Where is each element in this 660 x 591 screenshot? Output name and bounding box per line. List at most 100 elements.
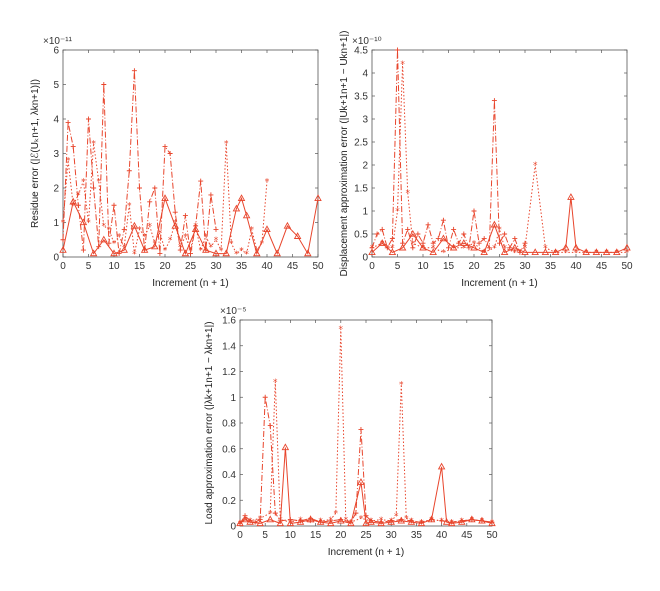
data-point: * xyxy=(439,517,444,527)
series-line xyxy=(239,397,493,524)
data-point xyxy=(281,443,290,451)
data-point xyxy=(172,209,178,215)
data-point xyxy=(377,519,385,527)
y-axis-multiplier: ×10⁻⁵ xyxy=(220,306,246,317)
data-point xyxy=(362,519,370,527)
data-point xyxy=(429,517,435,523)
data-point: * xyxy=(102,222,107,232)
data-point xyxy=(262,394,268,400)
data-point: * xyxy=(480,517,485,527)
data-point xyxy=(222,249,230,257)
data-point xyxy=(126,168,132,174)
data-point xyxy=(130,221,139,229)
data-point: * xyxy=(492,244,497,254)
data-point: * xyxy=(248,517,253,527)
data-point xyxy=(400,240,406,246)
data-point: * xyxy=(268,509,273,519)
data-point xyxy=(409,229,417,237)
data-point xyxy=(91,185,97,191)
data-point: * xyxy=(502,244,507,254)
data-point: * xyxy=(127,201,132,211)
y-axis-label: Displacement approximation error (|Uk+1n… xyxy=(339,31,350,277)
data-point xyxy=(308,515,314,521)
data-point xyxy=(476,240,482,246)
data-point xyxy=(425,222,431,228)
x-tick-label: 20 xyxy=(159,261,171,272)
data-point: * xyxy=(533,161,538,171)
data-point: * xyxy=(239,246,244,256)
data-point xyxy=(286,519,295,527)
data-point: * xyxy=(429,516,434,526)
data-point: * xyxy=(625,249,630,259)
data-point: * xyxy=(370,244,375,254)
data-point xyxy=(147,199,153,205)
data-point xyxy=(461,231,467,237)
data-point: * xyxy=(344,516,349,526)
data-point xyxy=(142,247,148,253)
data-point: * xyxy=(594,249,599,259)
data-point xyxy=(296,518,305,525)
data-point: * xyxy=(71,201,76,211)
data-point: * xyxy=(389,517,394,527)
data-point xyxy=(252,519,258,525)
data-point: * xyxy=(380,239,385,249)
y-tick-label: 1.6 xyxy=(222,316,236,327)
data-point xyxy=(89,249,98,257)
data-point xyxy=(410,245,416,251)
data-point: * xyxy=(339,325,344,335)
x-tick-label: 10 xyxy=(417,261,429,272)
data-point xyxy=(188,251,193,257)
chart-panel-3: 0 5 10 15 20 25 30 35 40 45 50 0 0.2 0.4 0.6 0.8 1 1.2 1.4… xyxy=(204,306,498,558)
data-point: * xyxy=(147,222,152,232)
x-tick-label: 50 xyxy=(486,530,498,541)
data-point xyxy=(237,520,243,526)
x-tick-label: 20 xyxy=(335,530,347,541)
x-tick-label: 25 xyxy=(494,261,506,272)
data-point: * xyxy=(193,222,198,232)
y-tick-label: 1.5 xyxy=(354,184,368,195)
y-tick-label: 0 xyxy=(230,522,236,533)
data-point: * xyxy=(258,514,263,524)
data-point xyxy=(162,144,168,150)
data-point: * xyxy=(369,517,374,527)
data-point: * xyxy=(523,244,528,254)
data-point xyxy=(212,249,220,257)
data-point xyxy=(623,243,631,251)
data-point xyxy=(177,247,183,253)
data-point: * xyxy=(153,239,158,249)
data-point xyxy=(293,232,302,239)
data-point xyxy=(241,515,249,523)
data-point: * xyxy=(288,518,293,528)
data-point: * xyxy=(173,219,178,229)
data-point xyxy=(208,192,214,198)
y-tick-label: 3 xyxy=(53,149,59,160)
data-point xyxy=(572,243,580,251)
data-point: * xyxy=(238,520,243,530)
data-point xyxy=(167,151,173,156)
data-point: * xyxy=(543,244,548,254)
y-tick-label: 4 xyxy=(53,115,59,126)
data-point: * xyxy=(431,244,436,254)
data-point xyxy=(86,116,91,122)
data-point: * xyxy=(183,233,188,243)
data-point: * xyxy=(198,246,203,256)
series-dashdot-plus xyxy=(369,47,528,255)
data-point xyxy=(363,513,369,519)
data-point: * xyxy=(178,243,183,253)
y-tick-label: 3 xyxy=(362,115,368,126)
data-point: * xyxy=(112,239,117,249)
data-point xyxy=(395,47,400,53)
data-point xyxy=(567,193,575,200)
x-tick-label: 50 xyxy=(312,261,324,272)
data-point: * xyxy=(243,516,248,526)
data-point xyxy=(440,217,446,223)
data-point: * xyxy=(394,512,399,522)
data-point: * xyxy=(419,518,424,528)
data-point: * xyxy=(513,249,518,259)
data-point: * xyxy=(497,226,502,236)
data-point xyxy=(273,249,281,257)
series-dashdot-plus xyxy=(60,68,219,257)
y-axis-multiplier: ×10⁻¹⁰ xyxy=(352,36,382,47)
data-point xyxy=(420,240,426,246)
data-point: * xyxy=(132,250,137,260)
